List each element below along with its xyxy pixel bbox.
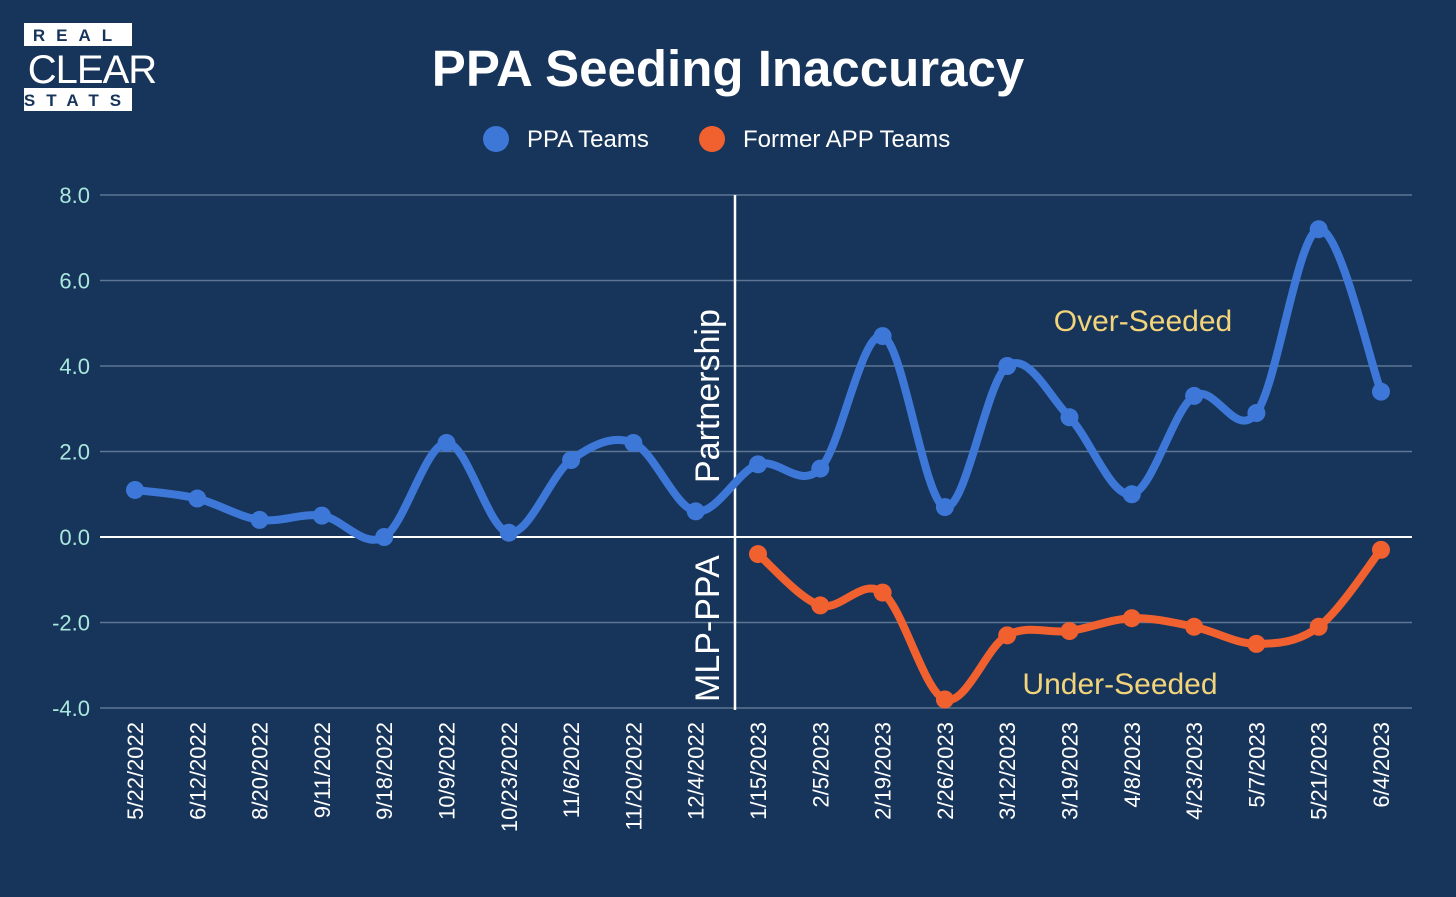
data-point-ppa-teams — [126, 480, 144, 499]
x-tick-label: 2/26/2023 — [933, 722, 958, 820]
x-tick-label: 12/4/2022 — [684, 722, 709, 820]
y-tick-label: -4.0 — [52, 696, 90, 721]
data-point-ppa-teams — [1122, 485, 1141, 504]
data-point-former-app-teams — [749, 545, 767, 564]
data-point-ppa-teams — [1247, 404, 1266, 423]
data-point-former-app-teams — [811, 596, 830, 615]
data-point-ppa-teams — [375, 528, 394, 546]
logo-line3: STATS — [24, 91, 132, 110]
data-point-ppa-teams — [312, 506, 331, 525]
x-tick-label: 2/19/2023 — [871, 722, 896, 820]
divider-label-partnership: Partnership — [689, 309, 727, 483]
x-tick-label: 9/11/2022 — [310, 722, 335, 818]
divider-label-mlp-ppa: MLP-PPA — [689, 555, 727, 702]
x-axis: 5/22/2022 6/12/2022 8/20/2022 9/11/2022 9/18… — [123, 722, 1394, 832]
data-point-ppa-teams — [188, 489, 207, 508]
data-point-former-app-teams — [1309, 617, 1328, 636]
data-point-ppa-teams — [1372, 382, 1390, 401]
series-line-former-app-teams — [754, 545, 1385, 704]
data-point-former-app-teams — [1372, 540, 1390, 559]
x-tick-label: 4/23/2023 — [1182, 722, 1207, 820]
legend-marker-ppa-teams — [483, 126, 509, 152]
data-point-ppa-teams — [250, 510, 269, 529]
legend-label-former-app-teams: Former APP Teams — [743, 126, 950, 153]
x-tick-label: 6/12/2022 — [185, 722, 210, 820]
data-point-ppa-teams — [935, 498, 954, 517]
data-point-ppa-teams — [624, 433, 643, 452]
x-tick-label: 3/19/2023 — [1058, 722, 1083, 820]
legend-label-ppa-teams: PPA Teams — [527, 126, 649, 153]
data-point-former-app-teams — [998, 626, 1017, 645]
y-tick-label: 8.0 — [59, 183, 90, 208]
x-tick-label: 10/9/2022 — [435, 722, 460, 820]
data-point-ppa-teams — [686, 502, 705, 521]
over-seeded-label: Over-Seeded — [1054, 305, 1232, 338]
data-point-former-app-teams — [1185, 617, 1204, 636]
x-tick-label: 11/20/2022 — [621, 722, 646, 830]
data-point-ppa-teams — [1309, 220, 1328, 239]
logo: REAL CLEAR STATS — [24, 23, 157, 111]
x-tick-label: 5/7/2023 — [1244, 722, 1269, 808]
data-point-ppa-teams — [749, 455, 767, 474]
series-layer — [126, 220, 1390, 709]
series-line-ppa-teams — [131, 225, 1385, 544]
y-axis: -4.0 -2.0 0.0 2.0 4.0 6.0 8.0 — [52, 183, 90, 721]
data-point-ppa-teams — [1060, 408, 1079, 427]
logo-bottom-box — [24, 88, 132, 111]
y-tick-label: 0.0 — [59, 525, 90, 550]
data-point-ppa-teams — [1185, 386, 1204, 405]
x-tick-label: 3/12/2023 — [995, 722, 1020, 820]
data-point-former-app-teams — [935, 690, 954, 709]
data-point-ppa-teams — [562, 451, 581, 470]
x-tick-label: 9/18/2022 — [372, 722, 397, 820]
data-point-ppa-teams — [873, 327, 892, 346]
logo-line2: CLEAR — [28, 48, 156, 92]
x-tick-label: 4/8/2023 — [1120, 722, 1145, 808]
data-point-ppa-teams — [998, 357, 1017, 375]
x-tick-label: 5/21/2023 — [1307, 722, 1332, 820]
y-tick-label: 6.0 — [59, 269, 90, 294]
x-tick-label: 2/5/2023 — [808, 722, 833, 808]
legend: PPA Teams Former APP Teams — [483, 126, 950, 153]
x-tick-label: 8/20/2022 — [248, 722, 273, 820]
data-point-ppa-teams — [499, 523, 518, 542]
data-point-former-app-teams — [873, 583, 892, 602]
logo-line1: REAL — [33, 26, 123, 45]
under-seeded-label: Under-Seeded — [1022, 668, 1217, 701]
x-tick-label: 5/22/2022 — [123, 722, 148, 820]
data-point-former-app-teams — [1247, 634, 1266, 653]
x-tick-label: 11/6/2022 — [559, 722, 584, 818]
chart-title: PPA Seeding Inaccuracy — [432, 40, 1025, 97]
y-tick-label: 2.0 — [59, 440, 90, 465]
x-tick-label: 10/23/2022 — [497, 722, 522, 832]
data-point-ppa-teams — [811, 459, 830, 478]
x-tick-label: 1/15/2023 — [746, 722, 771, 820]
x-tick-label: 6/4/2023 — [1369, 722, 1394, 808]
data-point-former-app-teams — [1122, 609, 1141, 628]
y-tick-label: 4.0 — [59, 354, 90, 379]
data-point-former-app-teams — [1060, 622, 1079, 641]
y-tick-label: -2.0 — [52, 611, 90, 636]
logo-top-box — [24, 23, 132, 46]
data-point-ppa-teams — [437, 433, 456, 452]
legend-marker-former-app-teams — [699, 126, 725, 152]
